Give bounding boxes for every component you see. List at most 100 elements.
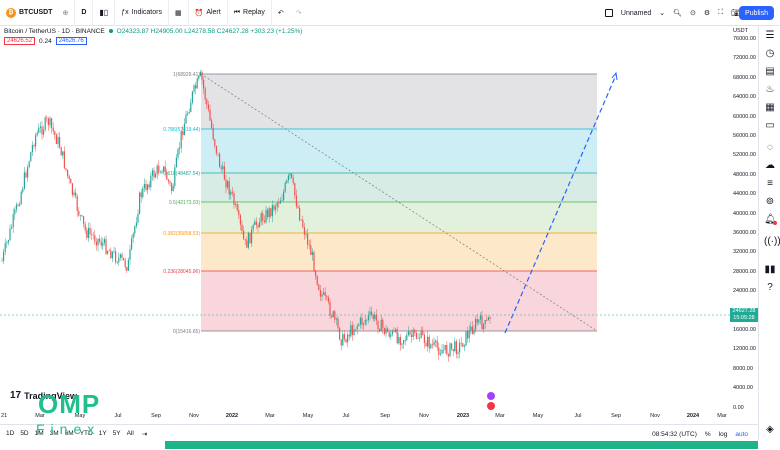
chat-icon[interactable]: ☁ <box>765 160 775 171</box>
candle-body <box>465 331 467 346</box>
quick-search-icon[interactable]: ⊙ <box>690 10 696 17</box>
period-button-1m[interactable]: 1M <box>34 430 44 437</box>
replay-button[interactable]: ⏮ Replay <box>228 0 272 26</box>
candle-body <box>489 317 491 319</box>
chart-type-button[interactable]: ▮▯ <box>93 0 116 26</box>
currency-label[interactable]: USDT <box>733 28 748 34</box>
candle-body <box>166 171 168 180</box>
candle-body <box>243 230 245 240</box>
search-icon[interactable]: 🔍︎ <box>673 10 683 17</box>
notifications-icon[interactable]: 🔔︎ <box>764 214 777 225</box>
candle-body <box>374 314 376 320</box>
camera-icon[interactable]: 📷︎ <box>731 10 740 17</box>
percent-toggle[interactable]: % <box>704 430 711 438</box>
fib-zone <box>201 173 597 202</box>
templates-button[interactable]: ▦ <box>169 0 189 26</box>
price-chart[interactable]: 1(68929.41) 0.786(57419.44) 0.618(48487.54… <box>0 26 730 418</box>
help-icon[interactable]: ? <box>767 282 773 293</box>
buy-price[interactable]: 24626.76 <box>55 37 87 45</box>
candle-body <box>321 294 323 297</box>
candle-body <box>415 333 417 339</box>
time-axis[interactable]: 21 Mar May Jul Sep Nov 2022 Mar May Jul Sep Nov 2023… <box>0 412 730 422</box>
period-button-5d[interactable]: 5D <box>20 430 29 437</box>
price-tick: 44000.00 <box>733 191 756 198</box>
alert-button[interactable]: ⏰ Alert <box>189 0 228 26</box>
candle-body <box>265 209 267 223</box>
symbol-title[interactable]: Bitcoin / TetherUS · 1D · BINANCE <box>4 27 105 35</box>
fullscreen-icon[interactable]: ⛶ <box>718 9 724 16</box>
collapse-panel-icon[interactable]: ⌃ <box>767 427 774 436</box>
period-button-1d[interactable]: 1D <box>6 430 15 437</box>
sell-price[interactable]: 24626.52 <box>4 37 36 45</box>
candle-body <box>286 180 288 184</box>
auto-toggle[interactable]: auto <box>735 430 748 438</box>
watchlist-icon[interactable]: ☰ <box>765 30 775 41</box>
candle-body <box>31 145 33 153</box>
flag-icon[interactable] <box>487 402 495 410</box>
period-button-5y[interactable]: 5Y <box>112 430 121 437</box>
layers-icon[interactable]: ◈ <box>766 424 774 435</box>
alerts-clock-icon[interactable]: ◷ <box>765 48 775 59</box>
log-toggle[interactable]: log <box>718 430 728 438</box>
signal-icon[interactable]: ▮▮ <box>764 264 776 275</box>
tradingview-logo[interactable]: 17 TradingView <box>10 390 77 401</box>
symbol-search-button[interactable]: ₿ BTCUSDT ⊕ <box>0 0 76 26</box>
candle-body <box>278 202 280 204</box>
indicators-button[interactable]: ƒx Indicators <box>115 0 169 26</box>
redo-button[interactable]: ↷ <box>290 0 308 26</box>
add-symbol-icon[interactable]: ⊕ <box>62 9 69 17</box>
clock-label[interactable]: 08:54:32 (UTC) <box>652 430 697 438</box>
period-button-ytd[interactable]: YTD <box>79 430 93 437</box>
broadcast-icon[interactable]: ((·)) <box>764 236 780 247</box>
candle-body <box>412 329 414 338</box>
candle-body <box>393 330 395 332</box>
candle-body <box>230 191 232 195</box>
ideas-icon[interactable]: ◌ <box>767 142 773 153</box>
projection-arrow <box>611 71 618 81</box>
period-button-1y[interactable]: 1Y <box>98 430 107 437</box>
period-button-6m[interactable]: 6M <box>64 430 74 437</box>
candle-body <box>363 323 365 325</box>
chart-legend: Bitcoin / TetherUS · 1D · BINANCE O24323… <box>4 27 302 45</box>
candle-body <box>140 192 142 198</box>
data-window-icon[interactable]: ▤ <box>765 66 775 77</box>
price-tick: 56000.00 <box>733 133 756 139</box>
candle-body <box>334 311 336 320</box>
event-icon[interactable] <box>487 392 495 400</box>
period-button-all[interactable]: All <box>126 430 134 437</box>
candle-body <box>23 172 25 189</box>
candle-body <box>108 250 110 252</box>
publish-button[interactable]: Publish <box>739 6 774 20</box>
candle-body <box>241 224 243 231</box>
layout-name[interactable]: Unnamed <box>620 9 652 17</box>
goto-date-icon[interactable]: ⇥ <box>141 430 148 438</box>
hotlist-icon[interactable]: ♨ <box>765 84 775 95</box>
screener-icon[interactable]: ≡ <box>767 178 773 189</box>
layout-dropdown-icon[interactable]: ⌄ <box>659 10 666 17</box>
streams-icon[interactable]: ⊚ <box>765 196 775 207</box>
candle-body <box>43 129 45 135</box>
trend-line[interactable] <box>200 73 598 332</box>
time-tick: Jul <box>114 413 122 419</box>
candle-body <box>118 257 120 263</box>
news-icon[interactable]: ▭ <box>765 120 775 131</box>
candle-body <box>180 131 182 148</box>
period-button-3m[interactable]: 3M <box>49 430 59 437</box>
calendar-icon[interactable]: ▦ <box>765 102 775 113</box>
candle-body <box>55 134 57 145</box>
interval-button[interactable]: D <box>75 0 94 26</box>
candle-body <box>371 311 373 315</box>
price-axis[interactable]: USDT 76000.00 72000.00 68000.00 64000.00 600… <box>730 26 758 418</box>
candle-body <box>239 215 241 225</box>
candle-body <box>297 206 299 209</box>
candle-body <box>89 227 91 235</box>
layout-icon[interactable] <box>604 9 613 17</box>
fib-retracement[interactable] <box>201 73 597 332</box>
settings-icon[interactable]: ⚙ <box>703 10 711 17</box>
projection-line[interactable] <box>504 74 617 334</box>
grid-icon: ▦ <box>174 9 182 17</box>
price-tick: 52000.00 <box>733 152 756 159</box>
undo-button[interactable]: ↶ <box>272 0 290 26</box>
candle-body <box>443 349 445 351</box>
candle-body <box>454 341 456 352</box>
